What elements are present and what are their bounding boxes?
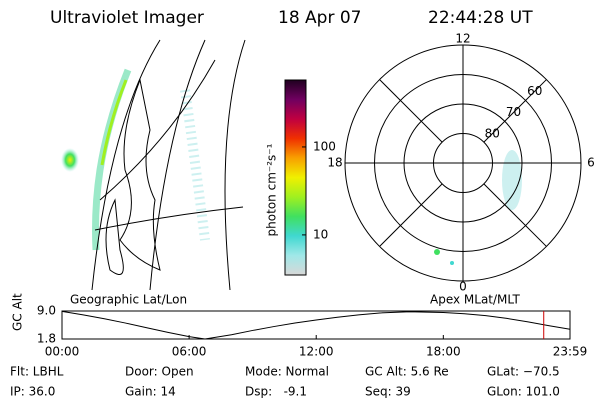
polar-spoke [483, 183, 547, 247]
colorbar-tick-label: 10 [313, 227, 328, 241]
x-tick-label: 12:00 [299, 345, 334, 359]
colorbar-tick-label: 100 [313, 139, 336, 153]
mlt-label: 0 [459, 280, 467, 294]
polar-spoke [379, 79, 443, 143]
geographic-image [61, 39, 246, 291]
time: 22:44:28 UT [428, 8, 533, 28]
date: 18 Apr 07 [278, 8, 361, 28]
status-field: Seq: 39 [365, 385, 411, 399]
polar-spoke [379, 183, 443, 247]
x-tick-label: 00:00 [45, 345, 80, 359]
y-axis-label: GC Alt [11, 293, 25, 331]
y-tick-label: 1.8 [37, 332, 56, 346]
y-tick-label: 9.0 [37, 304, 56, 318]
title: Ultraviolet Imager [50, 8, 204, 28]
plot-frame [61, 310, 571, 340]
mlt-label: 18 [327, 156, 342, 170]
status-field: GC Alt: 5.6 Re [365, 365, 449, 379]
status-field: GLat: −70.5 [487, 365, 560, 379]
status-field: Flt: LBHL [10, 365, 64, 379]
colorbar-label: photon cm⁻²s⁻¹ [265, 143, 279, 236]
polar-panel-label: Apex MLat/MLT [430, 293, 520, 307]
x-tick-label: 23:59 [553, 345, 588, 359]
altitude-line [61, 310, 571, 340]
mlt-label: 6 [587, 156, 595, 170]
polar-plot: 807060121860 [327, 32, 594, 294]
status-field: Door: Open [125, 365, 194, 379]
status-field: IP: 36.0 [10, 385, 55, 399]
mlt-label: 12 [455, 32, 470, 46]
polar-spoke [483, 79, 547, 143]
status-field: GLon: 101.0 [487, 385, 560, 399]
status-field: Gain: 14 [125, 385, 176, 399]
x-tick-label: 18:00 [426, 345, 461, 359]
x-tick-label: 06:00 [172, 345, 207, 359]
colorbar [284, 79, 307, 276]
left-panel-label: Geographic Lat/Lon [70, 293, 187, 307]
status-field: Mode: Normal [245, 365, 329, 379]
status-field: Dsp: -9.1 [245, 385, 307, 399]
